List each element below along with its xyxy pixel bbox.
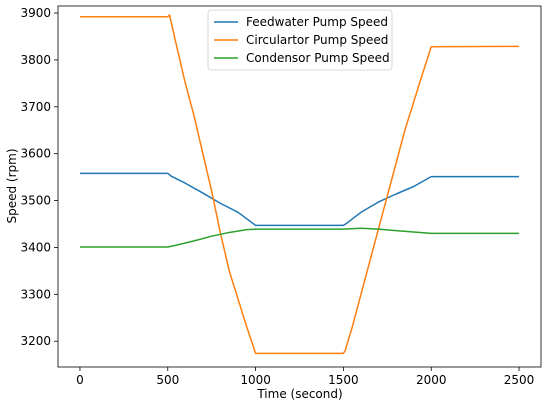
x-tick-label: 2500	[504, 373, 535, 387]
legend-label: Circulartor Pump Speed	[246, 33, 388, 47]
x-tick-label: 1500	[328, 373, 359, 387]
y-tick-label: 3900	[20, 6, 51, 20]
legend: Feedwater Pump Speed Circulartor Pump Spe…	[207, 9, 393, 71]
y-tick-label: 3200	[20, 334, 51, 348]
series-line-2	[79, 14, 520, 355]
x-tick-label: 500	[156, 373, 179, 387]
legend-box	[207, 9, 393, 71]
y-tick-label: 3400	[20, 240, 51, 254]
x-tick-label: 2000	[416, 373, 447, 387]
y-tick-label: 3700	[20, 100, 51, 114]
axes-frame	[57, 5, 542, 368]
y-tick-label: 3500	[20, 194, 51, 208]
x-tick-label: 1000	[240, 373, 271, 387]
y-tick-label: 3600	[20, 147, 51, 161]
y-tick-label: 3300	[20, 287, 51, 301]
legend-label: Feedwater Pump Speed	[246, 15, 388, 29]
series-line-3	[79, 227, 520, 248]
legend-label: Condensor Pump Speed	[246, 51, 390, 65]
x-axis-label: Time (second)	[256, 387, 342, 401]
plot-area	[79, 14, 520, 355]
y-axis-label: Speed (rpm)	[5, 148, 19, 223]
axes: 0 500 1000 1500 2000 2500 3200 3300 3400 3500 3600…	[20, 5, 542, 387]
y-tick-label: 3800	[20, 53, 51, 67]
x-tick-label: 0	[76, 373, 84, 387]
series-line-1	[79, 172, 520, 227]
